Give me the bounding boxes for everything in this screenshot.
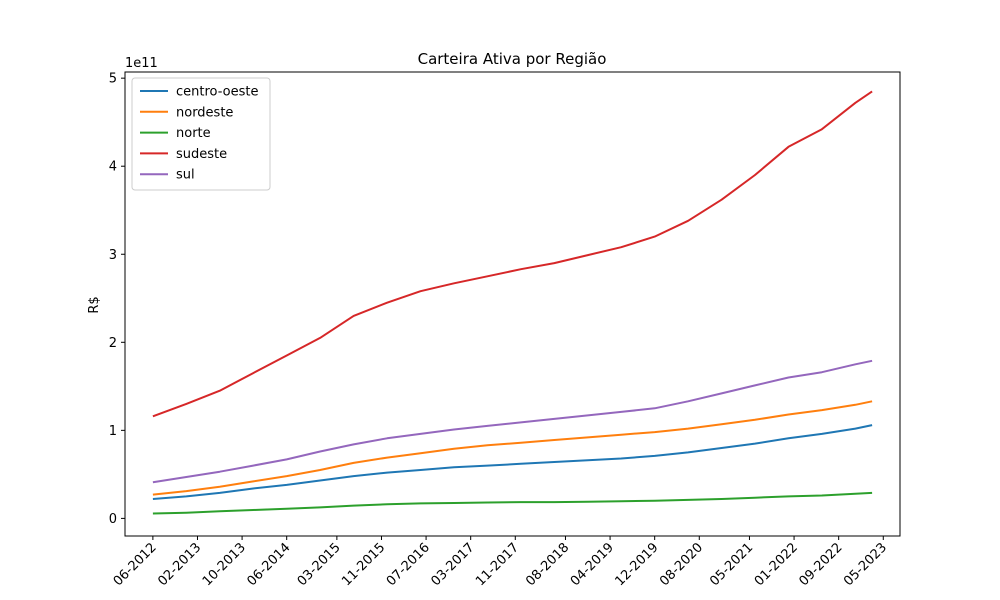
legend-label-nordeste: nordeste (176, 105, 233, 120)
plot-frame (124, 71, 901, 537)
legend: centro-oeste nordeste norte sudeste sul (131, 77, 271, 191)
legend-label-norte: norte (176, 126, 211, 141)
series-line-nordeste (152, 400, 873, 496)
series-layer (152, 90, 873, 515)
series-line-sudeste (152, 90, 873, 418)
legend-label-sudeste: sudeste (176, 147, 227, 162)
y-tick-label: 1 (109, 424, 117, 439)
y-tick-label: 5 (109, 72, 117, 87)
y-tick-label: 3 (109, 248, 117, 263)
legend-label-centro-oeste: centro-oeste (176, 85, 259, 100)
y-tick-label: 0 (109, 512, 117, 527)
y-axis-scale-label: 1e11 (125, 56, 158, 71)
series-line-centro-oeste (152, 424, 873, 500)
legend-box (131, 77, 271, 191)
series-line-sul (152, 359, 873, 484)
series-line-norte (152, 491, 873, 515)
y-tick-label: 4 (109, 160, 117, 175)
legend-label-sul: sul (176, 168, 195, 183)
y-tick-label: 2 (109, 336, 117, 351)
y-axis-title: R$ (87, 296, 102, 313)
chart-title: Carteira Ativa por Região (418, 50, 607, 68)
